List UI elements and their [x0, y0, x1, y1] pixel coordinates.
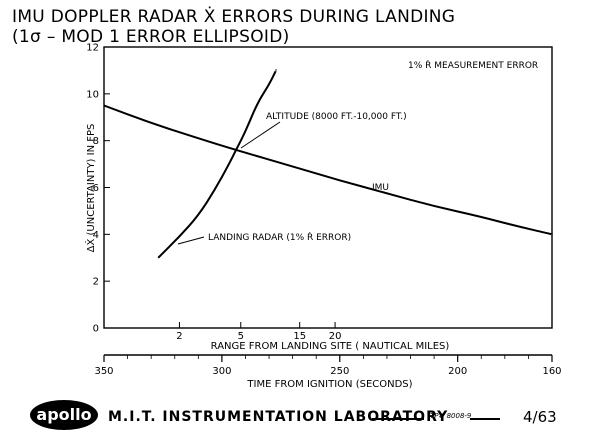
y-tick-label: 10	[86, 89, 99, 100]
imu-label: IMU	[372, 183, 389, 193]
range-axis-label: RANGE FROM LANDING SITE ( NAUTICAL MILES…	[211, 341, 450, 352]
altitude-label: ALTITUDE (8000 FT.-10,000 FT.)	[266, 112, 407, 122]
time-axis-label: TIME FROM IGNITION (SECONDS)	[246, 379, 412, 390]
series-group	[103, 69, 553, 259]
radar-label: LANDING RADAR (1% Ṙ ERROR)	[208, 232, 351, 243]
footer: apollo M.I.T. INSTRUMENTATION LABORATORY…	[0, 398, 600, 436]
plot-frame	[103, 46, 553, 329]
radar-pointer	[177, 236, 205, 245]
time-tick-label: 250	[330, 366, 349, 377]
chart-subtitle: (1σ – MOD 1 ERROR ELLIPSOID)	[12, 27, 290, 47]
footer-rule-left	[372, 418, 424, 420]
y-axis-label: ΔẊ (UNCERTAINTY) IN FPS	[84, 124, 97, 253]
range-tick-label: 20	[329, 331, 342, 342]
apollo-logo: apollo	[30, 400, 98, 430]
y-tick-label: 4	[93, 230, 99, 241]
y-tick-label: 8	[93, 136, 99, 147]
chart-title: IMU DOPPLER RADAR Ẋ ERRORS DURING LANDIN…	[12, 7, 456, 27]
time-axis-ticks: 350 300 250 200 160	[94, 355, 562, 377]
time-tick-label: 300	[212, 366, 231, 377]
measurement-note: 1% Ṙ MEASUREMENT ERROR	[408, 60, 538, 71]
range-tick-label: 2	[176, 331, 182, 342]
time-tick-label: 160	[542, 366, 561, 377]
figure-number: TP# 8008-9	[430, 412, 472, 420]
footer-rule-right	[470, 418, 500, 420]
y-tick-label: 6	[93, 183, 99, 194]
y-tick-label: 12	[86, 43, 99, 54]
range-tick-label: 5	[238, 331, 244, 342]
y-tick-label: 2	[93, 277, 99, 288]
altitude-pointer	[240, 121, 281, 149]
landing-radar-curve	[157, 69, 278, 259]
range-axis-ticks: 2 5 15 20	[176, 322, 341, 342]
imu-curve	[103, 104, 553, 236]
time-tick-label: 350	[94, 366, 113, 377]
time-tick-label: 200	[448, 366, 467, 377]
y-axis-ticks: 0 2 4 6 8 10 12	[86, 43, 110, 335]
y-tick-label: 0	[93, 324, 99, 335]
range-tick-label: 15	[293, 331, 306, 342]
lab-name: M.I.T. INSTRUMENTATION LABORATORY	[108, 409, 449, 425]
date-label: 4/63	[523, 408, 557, 426]
